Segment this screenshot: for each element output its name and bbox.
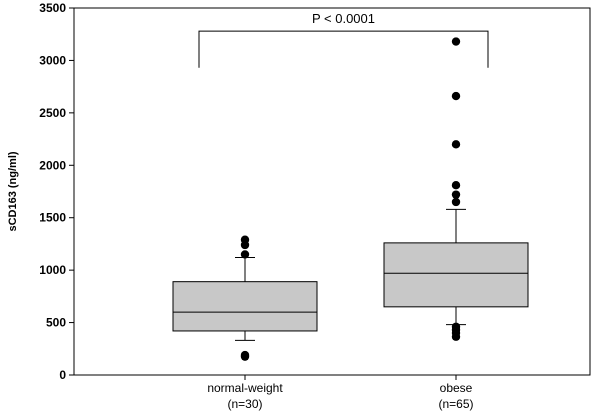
outlier-point (451, 140, 461, 149)
outlier-point (240, 350, 250, 360)
category-label: normal-weight (207, 381, 283, 395)
outlier-point (451, 181, 461, 190)
y-axis-ticks: 0 500 1000 1500 2000 2500 3000 3500 (39, 1, 74, 382)
outlier-point (240, 235, 250, 244)
category-labels: normal-weight (n=30) obese (n=65) (207, 375, 474, 411)
box-iqr (172, 281, 318, 332)
outlier-point (240, 250, 250, 259)
y-tick-label: 3000 (39, 53, 66, 67)
y-tick-label: 500 (46, 316, 66, 330)
p-value-label: P < 0.0001 (312, 11, 375, 26)
outlier-point (451, 197, 461, 207)
y-tick-label: 2000 (39, 158, 66, 172)
annotations: P < 0.0001 (198, 11, 489, 68)
y-tick-label: 3500 (39, 1, 66, 15)
y-axis-title: sCD163 (ng/ml) (7, 151, 19, 231)
y-tick-label: 0 (59, 368, 66, 382)
category-label: obese (440, 381, 473, 395)
y-tick-label: 1500 (39, 211, 66, 225)
box-iqr (383, 242, 529, 308)
plot-frame (73, 7, 591, 376)
outlier-point (451, 37, 461, 46)
y-tick-label: 2500 (39, 106, 66, 120)
box-obese (383, 37, 529, 341)
outlier-point (451, 190, 461, 199)
outlier-point (451, 91, 461, 101)
outlier-point (451, 322, 461, 331)
significance-bracket (198, 30, 489, 68)
y-tick-label: 1000 (39, 263, 66, 277)
category-n-label: (n=65) (438, 397, 473, 411)
box-normal-weight (172, 235, 318, 361)
boxes (172, 37, 529, 361)
category-n-label: (n=30) (227, 397, 262, 411)
plot-border (73, 7, 591, 376)
